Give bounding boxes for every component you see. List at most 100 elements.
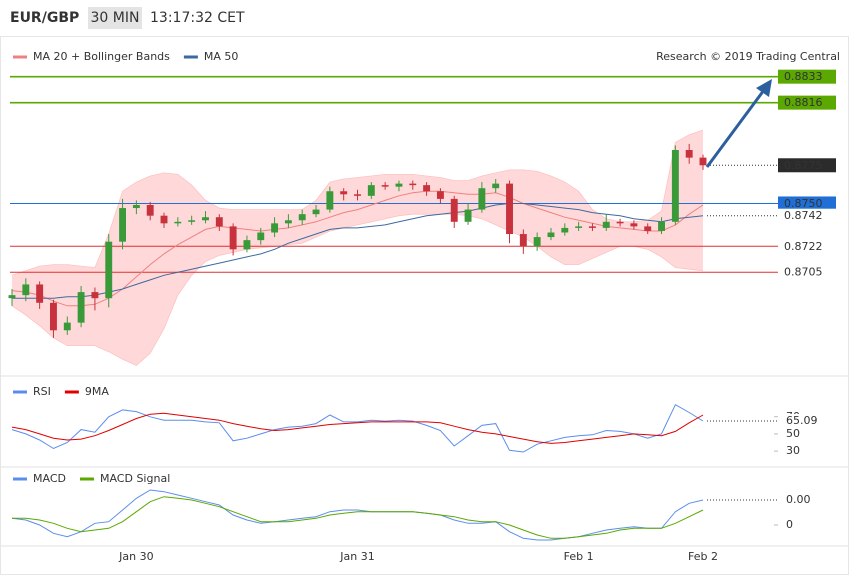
arrow-head	[756, 79, 772, 97]
candle-body	[50, 302, 57, 331]
y-tick-label: 0	[786, 518, 793, 531]
candle-body	[436, 191, 444, 199]
candle-body	[519, 234, 527, 247]
candle-body	[533, 237, 541, 247]
frame	[0, 36, 849, 575]
candle-body	[685, 150, 693, 158]
candle-body	[63, 322, 71, 331]
candle-body	[174, 221, 182, 224]
pair: EUR/GBP	[10, 10, 79, 26]
level-label: 0.8750	[784, 197, 823, 210]
candle-body	[644, 226, 652, 231]
candle-body	[658, 221, 665, 231]
level-box	[778, 208, 836, 223]
candle-body	[243, 240, 251, 250]
indicator-line	[11, 404, 704, 453]
current-label: 65.09	[786, 414, 818, 427]
candle-body	[506, 183, 513, 235]
legend-label: 9MA	[85, 385, 109, 398]
candle-body	[409, 183, 417, 186]
x-tick-label: Feb 2	[688, 550, 718, 563]
y-tick-label: 50	[786, 427, 800, 440]
candle-body	[354, 194, 361, 196]
candle-body	[699, 157, 707, 166]
current-label: 0.00	[786, 493, 811, 506]
legend-label: MA 20 + Bollinger Bands	[33, 50, 170, 63]
x-tick-label: Feb 1	[564, 550, 594, 563]
level-box	[778, 69, 836, 84]
level-label: 0.8833	[784, 70, 823, 83]
candle-body	[616, 221, 624, 224]
moving-average	[11, 190, 704, 307]
x-tick-label: Jan 30	[118, 550, 153, 563]
level-label: 0.8775	[784, 159, 823, 172]
candle-body	[215, 217, 223, 227]
candle-body	[257, 232, 265, 241]
candle-body	[340, 191, 348, 195]
current-box	[782, 493, 822, 507]
legend-label: MA 50	[204, 50, 239, 63]
candle-body	[91, 292, 99, 299]
source: Research © 2019 Trading Central	[656, 50, 840, 63]
candle-body	[119, 208, 127, 242]
candle-body	[22, 284, 30, 296]
candle-body	[367, 185, 375, 196]
x-tick-label: Jan 31	[339, 550, 374, 563]
level-box	[778, 265, 836, 280]
candle-body	[630, 223, 638, 227]
candle-body	[547, 232, 555, 238]
timeframe-box	[88, 7, 142, 29]
candle-body	[395, 183, 403, 187]
candle-body	[8, 295, 16, 299]
legend-label: MACD Signal	[100, 472, 170, 485]
candle-body	[381, 185, 389, 187]
time: 13:17:32 CET	[150, 10, 245, 26]
candle-body	[588, 226, 596, 228]
indicator-line	[12, 496, 704, 539]
legend-label: RSI	[33, 385, 51, 398]
candle-body	[229, 226, 237, 250]
moving-average	[12, 203, 704, 299]
bollinger-lower	[11, 213, 704, 366]
y-tick-label: 30	[786, 444, 800, 457]
level-label: 0.8722	[784, 240, 823, 253]
arrow-shaft	[705, 89, 766, 168]
candle-body	[298, 214, 306, 221]
indicator-line	[11, 489, 704, 541]
candle-body	[575, 226, 583, 228]
candle-body	[602, 221, 610, 228]
candle-body	[450, 198, 458, 222]
candle-body	[284, 220, 292, 224]
candle-body	[478, 188, 486, 210]
level-box	[778, 158, 836, 173]
candle-body	[202, 217, 209, 221]
level-label: 0.8705	[784, 266, 823, 279]
candle-body	[312, 209, 320, 215]
candle-body	[36, 284, 44, 303]
level-label: 0.8742	[784, 209, 823, 222]
candle-body	[671, 150, 679, 222]
candle-body	[160, 215, 168, 224]
level-box	[778, 196, 836, 211]
candle-body	[188, 220, 196, 222]
candle-body	[464, 209, 472, 222]
candle-body	[146, 205, 154, 216]
timeframe: 30 MIN	[91, 10, 140, 26]
candle-body	[492, 183, 500, 189]
legend-label: MACD	[33, 472, 66, 485]
candle-body	[105, 241, 113, 299]
indicator-line	[11, 412, 704, 444]
current-box	[782, 413, 822, 428]
level-box	[778, 239, 836, 254]
candle-body	[326, 191, 334, 210]
candle-body	[77, 292, 85, 323]
candle-body	[561, 227, 569, 233]
candle-body	[271, 223, 279, 233]
candle-body	[132, 205, 140, 209]
level-box	[778, 95, 836, 110]
level-label: 0.8816	[784, 96, 823, 109]
bollinger-band	[12, 130, 703, 366]
candle-body	[423, 185, 431, 192]
